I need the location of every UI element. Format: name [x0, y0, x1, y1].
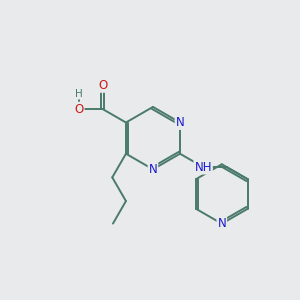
Text: NH: NH	[194, 160, 212, 174]
Text: H: H	[75, 89, 83, 99]
Text: O: O	[74, 103, 84, 116]
Text: O: O	[98, 79, 107, 92]
Text: N: N	[218, 217, 226, 230]
Text: N: N	[148, 163, 157, 176]
Text: N: N	[176, 116, 184, 129]
